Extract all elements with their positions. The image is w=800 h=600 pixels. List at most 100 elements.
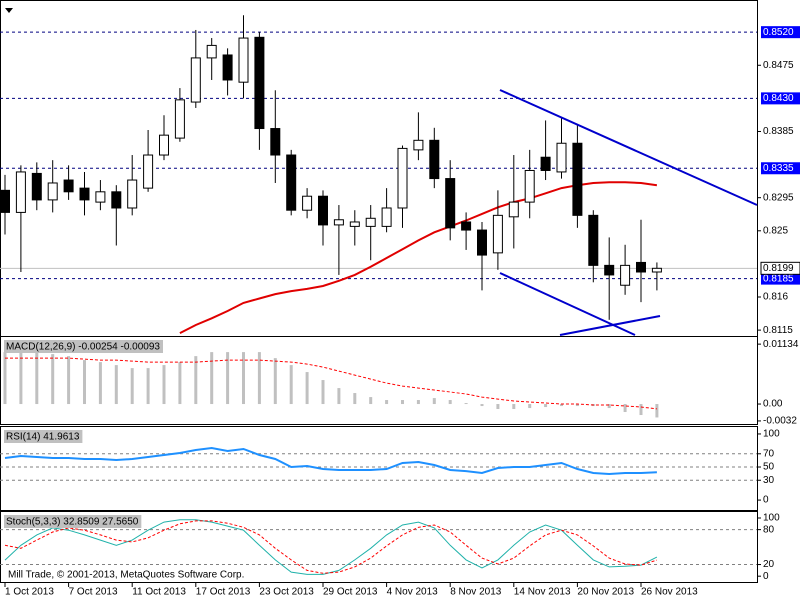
histogram-bar [51, 354, 55, 405]
candle-body [556, 142, 567, 173]
trendline [559, 315, 661, 336]
candle-body [302, 195, 313, 211]
candle-body [349, 221, 360, 227]
histogram-bar [416, 400, 420, 405]
histogram-bar [401, 400, 404, 405]
histogram-bar [194, 356, 198, 405]
histogram-bar [273, 358, 277, 405]
histogram-bar [337, 388, 341, 405]
level-label: 0.8430 [763, 93, 794, 104]
candle-body [111, 191, 122, 209]
y-tick-label: 0 [763, 571, 769, 582]
candle-body [31, 172, 42, 201]
y-tick-label: 70 [763, 448, 775, 459]
histogram-bar [560, 404, 563, 407]
y-tick-label: 0.8295 [763, 192, 794, 203]
candle-body [47, 182, 58, 201]
level-label: 0.8335 [763, 163, 794, 174]
panel-frame [0, 336, 758, 425]
candle-body [588, 214, 599, 266]
candle-body [429, 139, 440, 180]
x-tick-label: 26 Nov 2013 [641, 587, 698, 598]
histogram-bar [385, 400, 389, 405]
candle-body [492, 214, 503, 254]
y-tick-label: 0.825 [763, 225, 788, 236]
histogram-bar [448, 400, 452, 405]
level-label-bg [761, 162, 800, 175]
trendlines [499, 89, 758, 336]
histogram-bar [305, 372, 309, 405]
panel-frame [0, 426, 758, 511]
histogram-bar [528, 404, 532, 409]
x-tick-label: 29 Oct 2013 [323, 587, 378, 598]
x-tick-label: 23 Oct 2013 [259, 587, 314, 598]
y-tick-label: 0.8115 [763, 325, 793, 336]
candle-body [397, 147, 408, 209]
histogram-bar [623, 404, 627, 413]
candle-body [651, 267, 662, 273]
histogram-bar [83, 360, 86, 405]
candle-body [222, 54, 233, 81]
x-tick-label: 1 Oct 2013 [5, 587, 54, 598]
histogram-bar [19, 352, 23, 405]
candle-body [238, 37, 249, 83]
level-label: 0.8520 [763, 27, 794, 38]
candle-body [286, 154, 297, 211]
candle-body [15, 171, 26, 213]
candle-body [127, 179, 138, 209]
candle-body [636, 261, 646, 273]
histogram-bar [289, 365, 293, 405]
y-tick-label: 100 [763, 429, 780, 440]
histogram-bar [226, 352, 230, 405]
y-tick-label: 80 [763, 524, 775, 535]
histogram-bar [35, 352, 39, 405]
candle-body [63, 179, 74, 193]
candle-body [79, 187, 90, 201]
indicator-title-bg [4, 340, 163, 353]
candle-body [174, 99, 185, 139]
indicator-line [4, 446, 657, 476]
x-tick-label: 11 Oct 2013 [132, 587, 186, 598]
candle-body [318, 195, 328, 226]
histogram-bar [496, 404, 500, 409]
histogram-bar [512, 404, 516, 409]
histogram-bar [178, 362, 182, 405]
y-tick-label: 30 [763, 475, 775, 486]
y-tick-label: 20 [763, 559, 775, 570]
candle-body [524, 169, 535, 203]
y-tick-label: 0.8385 [763, 126, 794, 137]
histogram-bar [353, 393, 357, 405]
candle-body [270, 128, 281, 156]
candle-body [206, 44, 217, 59]
histogram-bar [242, 352, 245, 405]
histogram-bar [321, 380, 325, 405]
y-tick-label: 0.01134 [763, 339, 799, 350]
candle-body [540, 156, 551, 171]
y-tick-label: 0.816 [763, 292, 788, 303]
trendline [499, 89, 758, 206]
x-tick-label: 17 Oct 2013 [196, 587, 251, 598]
y-tick-label: -0.0032 [763, 416, 797, 427]
indicator-title: RSI(14) 41.9613 [6, 432, 80, 443]
candle-body [159, 134, 169, 156]
candle-body [461, 221, 472, 231]
candle-body [365, 217, 376, 227]
histogram-bar [146, 368, 150, 405]
level-label-bg [761, 26, 800, 39]
indicator-title: Stoch(5,3,3) 32.8509 27.5650 [6, 517, 139, 528]
histogram-bar [480, 404, 484, 407]
level-label-bg [761, 92, 800, 105]
indicator-line [5, 357, 657, 410]
candle-body [254, 36, 265, 130]
menu-arrow[interactable] [5, 8, 13, 13]
candle-body [0, 189, 10, 213]
candle-body [445, 178, 456, 229]
candle-body [333, 219, 344, 226]
y-tick-label: 0 [763, 495, 769, 506]
histogram-bar [162, 365, 166, 405]
histogram-bar [257, 352, 261, 405]
y-tick-label: 50 [763, 462, 775, 473]
